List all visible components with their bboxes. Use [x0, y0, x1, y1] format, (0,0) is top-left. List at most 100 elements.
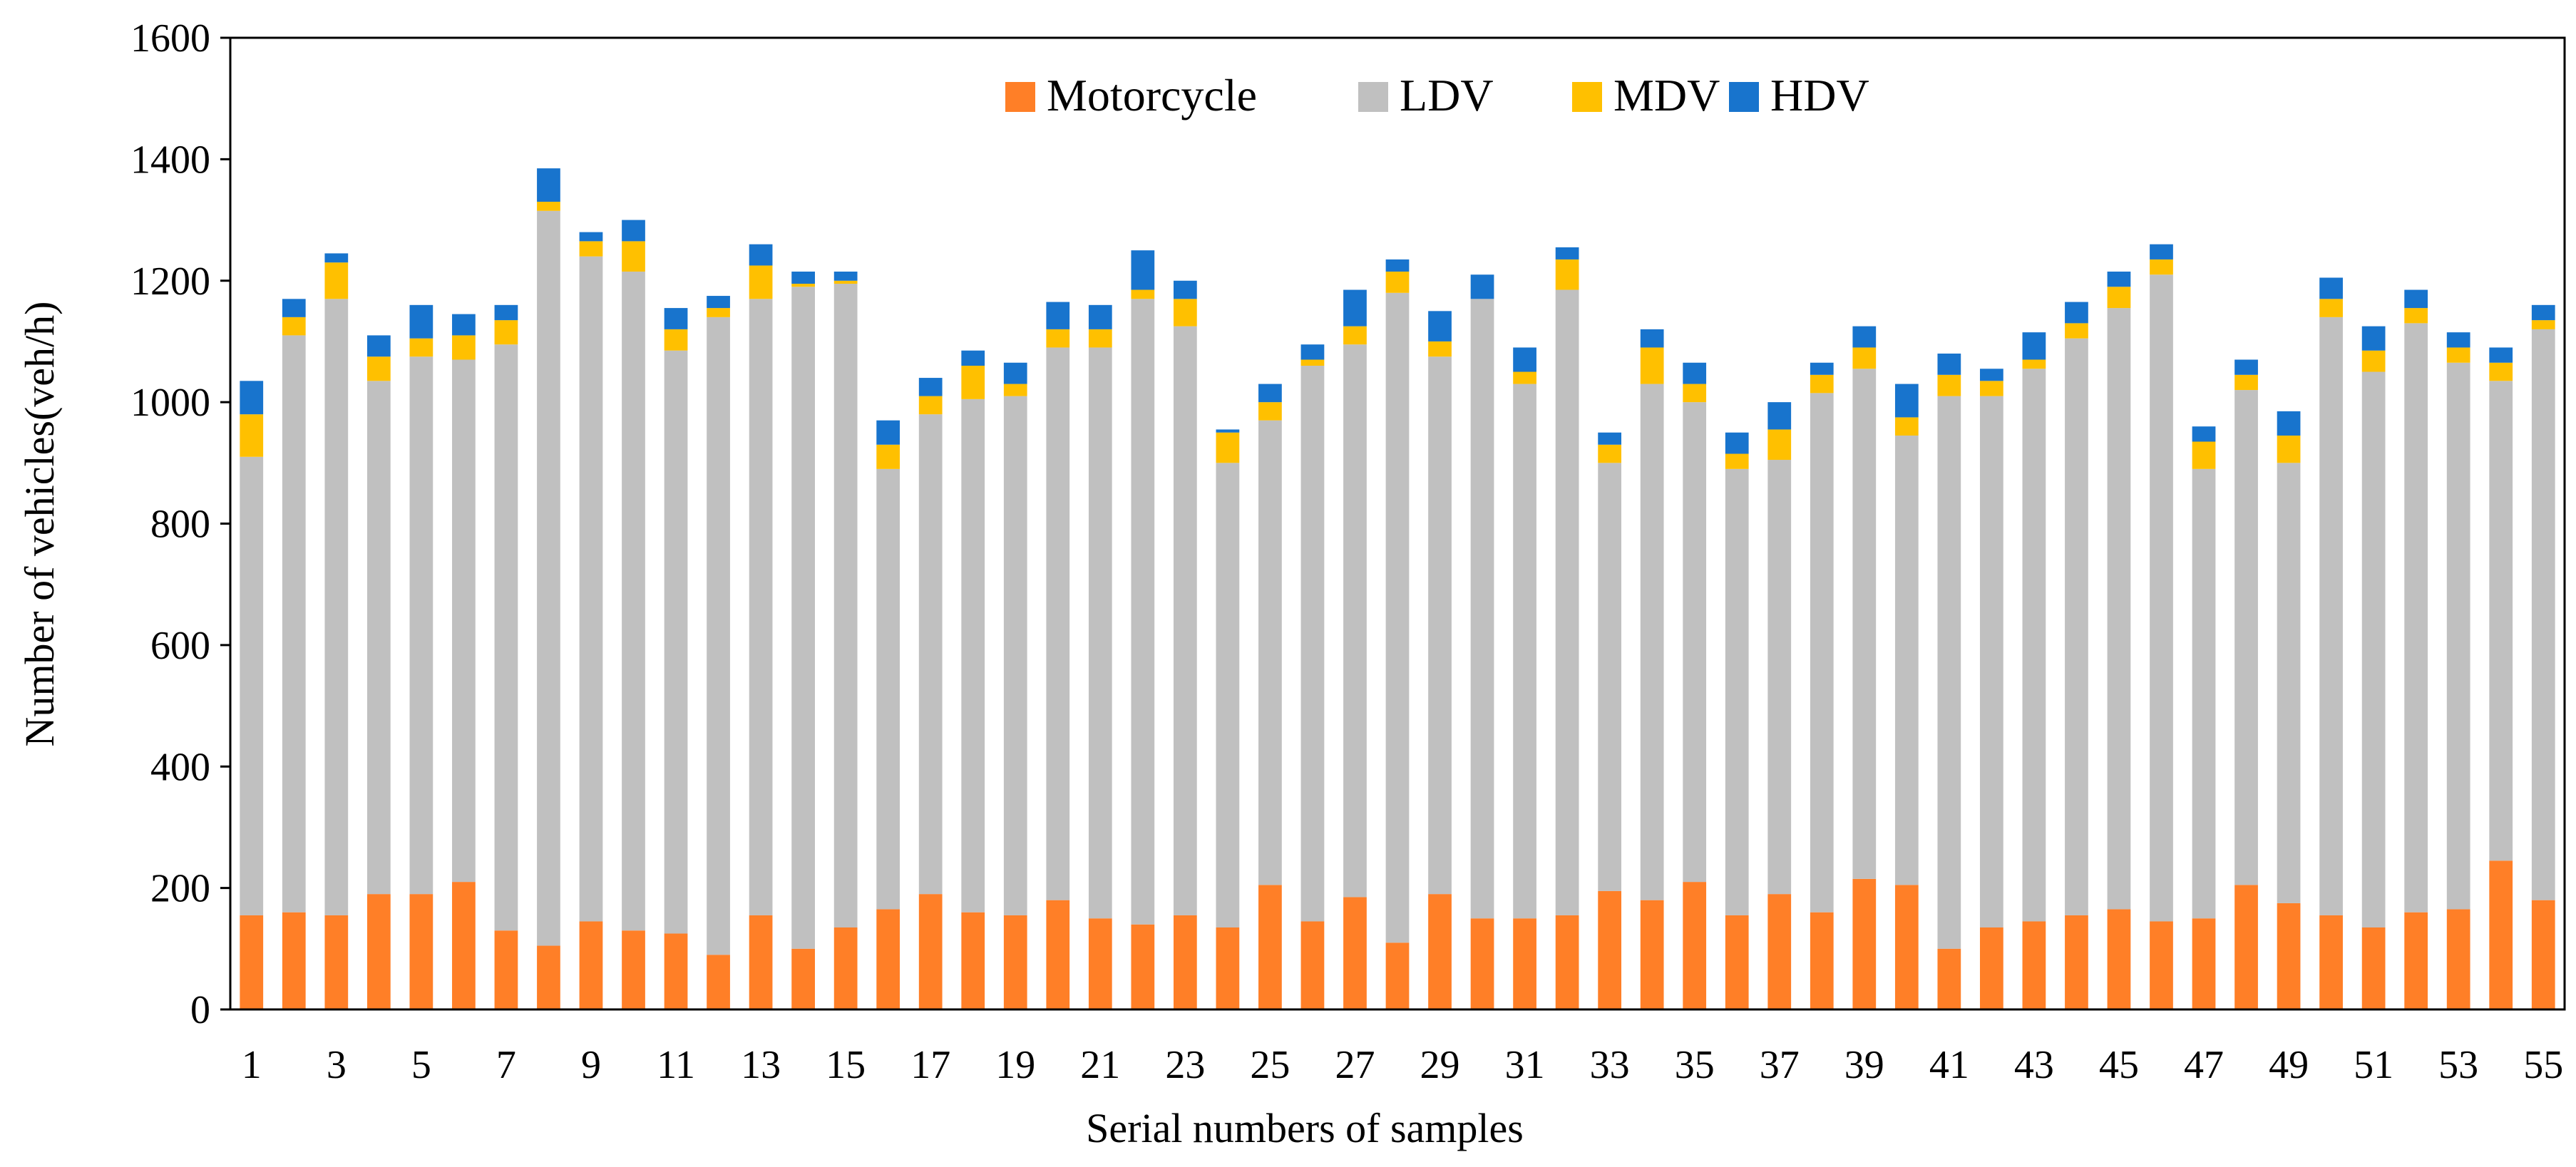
bar-hdv-sample-6 [452, 314, 476, 336]
y-axis-title: Number of vehicles(veh/h) [16, 302, 63, 747]
bar-ldv-sample-35 [1683, 402, 1707, 883]
x-tick-label: 27 [1335, 1043, 1375, 1087]
bar-mdv-sample-32 [1555, 259, 1579, 290]
bar-mdv-sample-5 [409, 338, 433, 357]
bar-hdv-sample-22 [1131, 250, 1155, 290]
bar-ldv-sample-15 [833, 284, 858, 927]
bar-ldv-sample-54 [2489, 381, 2513, 861]
bar-mdv-sample-54 [2489, 362, 2513, 381]
y-tick-label: 200 [150, 867, 210, 911]
bar-mdv-sample-52 [2404, 308, 2428, 324]
axes-layer [220, 36, 2566, 1011]
bar-motorcycle-sample-31 [1513, 918, 1536, 1009]
bar-mdv-sample-37 [1767, 429, 1792, 461]
bar-mdv-sample-7 [494, 320, 518, 345]
bar-hdv-sample-49 [2277, 411, 2301, 436]
y-tick-label: 600 [150, 624, 210, 668]
bar-ldv-sample-44 [2065, 338, 2088, 915]
x-tick-label: 15 [826, 1043, 866, 1087]
bar-hdv-sample-52 [2404, 289, 2428, 309]
bar-ldv-sample-42 [1980, 396, 2003, 927]
x-tick-label: 49 [2269, 1043, 2309, 1087]
bar-ldv-sample-32 [1555, 289, 1579, 915]
bar-motorcycle-sample-10 [622, 930, 645, 1009]
bar-ldv-sample-22 [1131, 299, 1155, 925]
bar-motorcycle-sample-29 [1428, 894, 1452, 1009]
bar-motorcycle-sample-18 [961, 912, 985, 1009]
bar-hdv-sample-9 [579, 232, 603, 242]
bar-mdv-sample-9 [579, 241, 603, 257]
x-tick-label: 5 [411, 1043, 431, 1087]
bar-ldv-sample-29 [1428, 356, 1452, 895]
bar-motorcycle-sample-13 [749, 915, 773, 1009]
bar-ldv-sample-13 [749, 299, 773, 915]
bar-motorcycle-sample-21 [1088, 918, 1112, 1009]
bar-motorcycle-sample-53 [2446, 909, 2470, 1009]
bar-motorcycle-sample-4 [366, 894, 391, 1009]
bar-mdv-sample-35 [1683, 384, 1707, 403]
legend-swatch-motorcycle [1005, 82, 1035, 112]
bar-hdv-sample-50 [2319, 277, 2343, 299]
x-tick-label: 17 [910, 1043, 950, 1087]
x-tick-label: 9 [581, 1043, 601, 1087]
y-tick-label: 1400 [130, 138, 210, 182]
bar-motorcycle-sample-43 [2022, 921, 2046, 1009]
bar-mdv-sample-29 [1428, 341, 1452, 357]
bar-mdv-sample-2 [282, 317, 306, 336]
bar-mdv-sample-48 [2234, 374, 2258, 391]
bar-ldv-sample-28 [1385, 292, 1410, 943]
bar-motorcycle-sample-37 [1767, 894, 1792, 1009]
x-tick-labels: 1 3 5 7 9 11 13 15 17 19 21 23 25 27 29 31 33 35 37 39 41 43 4… [242, 1043, 2563, 1087]
bar-hdv-sample-1 [240, 381, 264, 415]
y-tick-label: 1200 [130, 259, 210, 304]
bar-ldv-sample-53 [2446, 362, 2470, 910]
bar-ldv-sample-9 [579, 256, 603, 922]
bar-mdv-sample-24 [1216, 432, 1240, 463]
bar-hdv-sample-55 [2531, 304, 2555, 321]
bar-ldv-sample-51 [2361, 371, 2386, 927]
bar-mdv-sample-45 [2107, 287, 2131, 309]
bar-hdv-sample-2 [282, 299, 306, 317]
bar-motorcycle-sample-9 [579, 921, 603, 1009]
x-tick-label: 1 [242, 1043, 262, 1087]
bar-mdv-sample-13 [749, 265, 773, 299]
bar-ldv-sample-36 [1725, 468, 1749, 915]
bar-mdv-sample-17 [918, 396, 943, 415]
bar-ldv-sample-33 [1598, 463, 1622, 891]
bar-hdv-sample-31 [1513, 347, 1536, 372]
bar-motorcycle-sample-14 [791, 948, 815, 1009]
x-tick-label: 31 [1505, 1043, 1545, 1087]
x-tick-label: 23 [1165, 1043, 1205, 1087]
bar-ldv-sample-19 [1003, 396, 1027, 915]
bar-motorcycle-sample-20 [1046, 900, 1070, 1009]
bar-mdv-sample-44 [2065, 323, 2088, 339]
x-tick-label: 47 [2184, 1043, 2224, 1087]
bar-motorcycle-sample-36 [1725, 915, 1749, 1009]
bar-ldv-sample-47 [2192, 468, 2216, 919]
bar-hdv-sample-4 [366, 335, 391, 357]
x-tick-label: 11 [657, 1043, 695, 1087]
x-tick-label: 53 [2438, 1043, 2478, 1087]
bar-hdv-sample-12 [707, 296, 730, 309]
bar-motorcycle-sample-12 [707, 955, 730, 1009]
bar-hdv-sample-51 [2361, 326, 2386, 351]
bar-motorcycle-sample-33 [1598, 890, 1622, 1009]
bar-motorcycle-sample-38 [1810, 912, 1834, 1009]
bar-motorcycle-sample-2 [282, 912, 306, 1009]
bar-ldv-sample-11 [664, 350, 688, 934]
bar-ldv-sample-23 [1173, 326, 1197, 915]
bar-hdv-sample-23 [1173, 280, 1197, 299]
bar-motorcycle-sample-52 [2404, 912, 2428, 1009]
bar-hdv-sample-38 [1810, 362, 1834, 375]
y-tick-label: 0 [190, 988, 210, 1032]
bar-mdv-sample-31 [1513, 371, 1536, 384]
x-tick-label: 3 [327, 1043, 347, 1087]
bar-ldv-sample-30 [1470, 299, 1494, 919]
bar-ldv-sample-40 [1894, 435, 1919, 885]
bar-ldv-sample-6 [452, 359, 476, 883]
bar-hdv-sample-41 [1937, 353, 1961, 375]
x-tick-label: 19 [995, 1043, 1035, 1087]
bar-mdv-sample-20 [1046, 329, 1070, 348]
bar-motorcycle-sample-8 [537, 945, 560, 1009]
